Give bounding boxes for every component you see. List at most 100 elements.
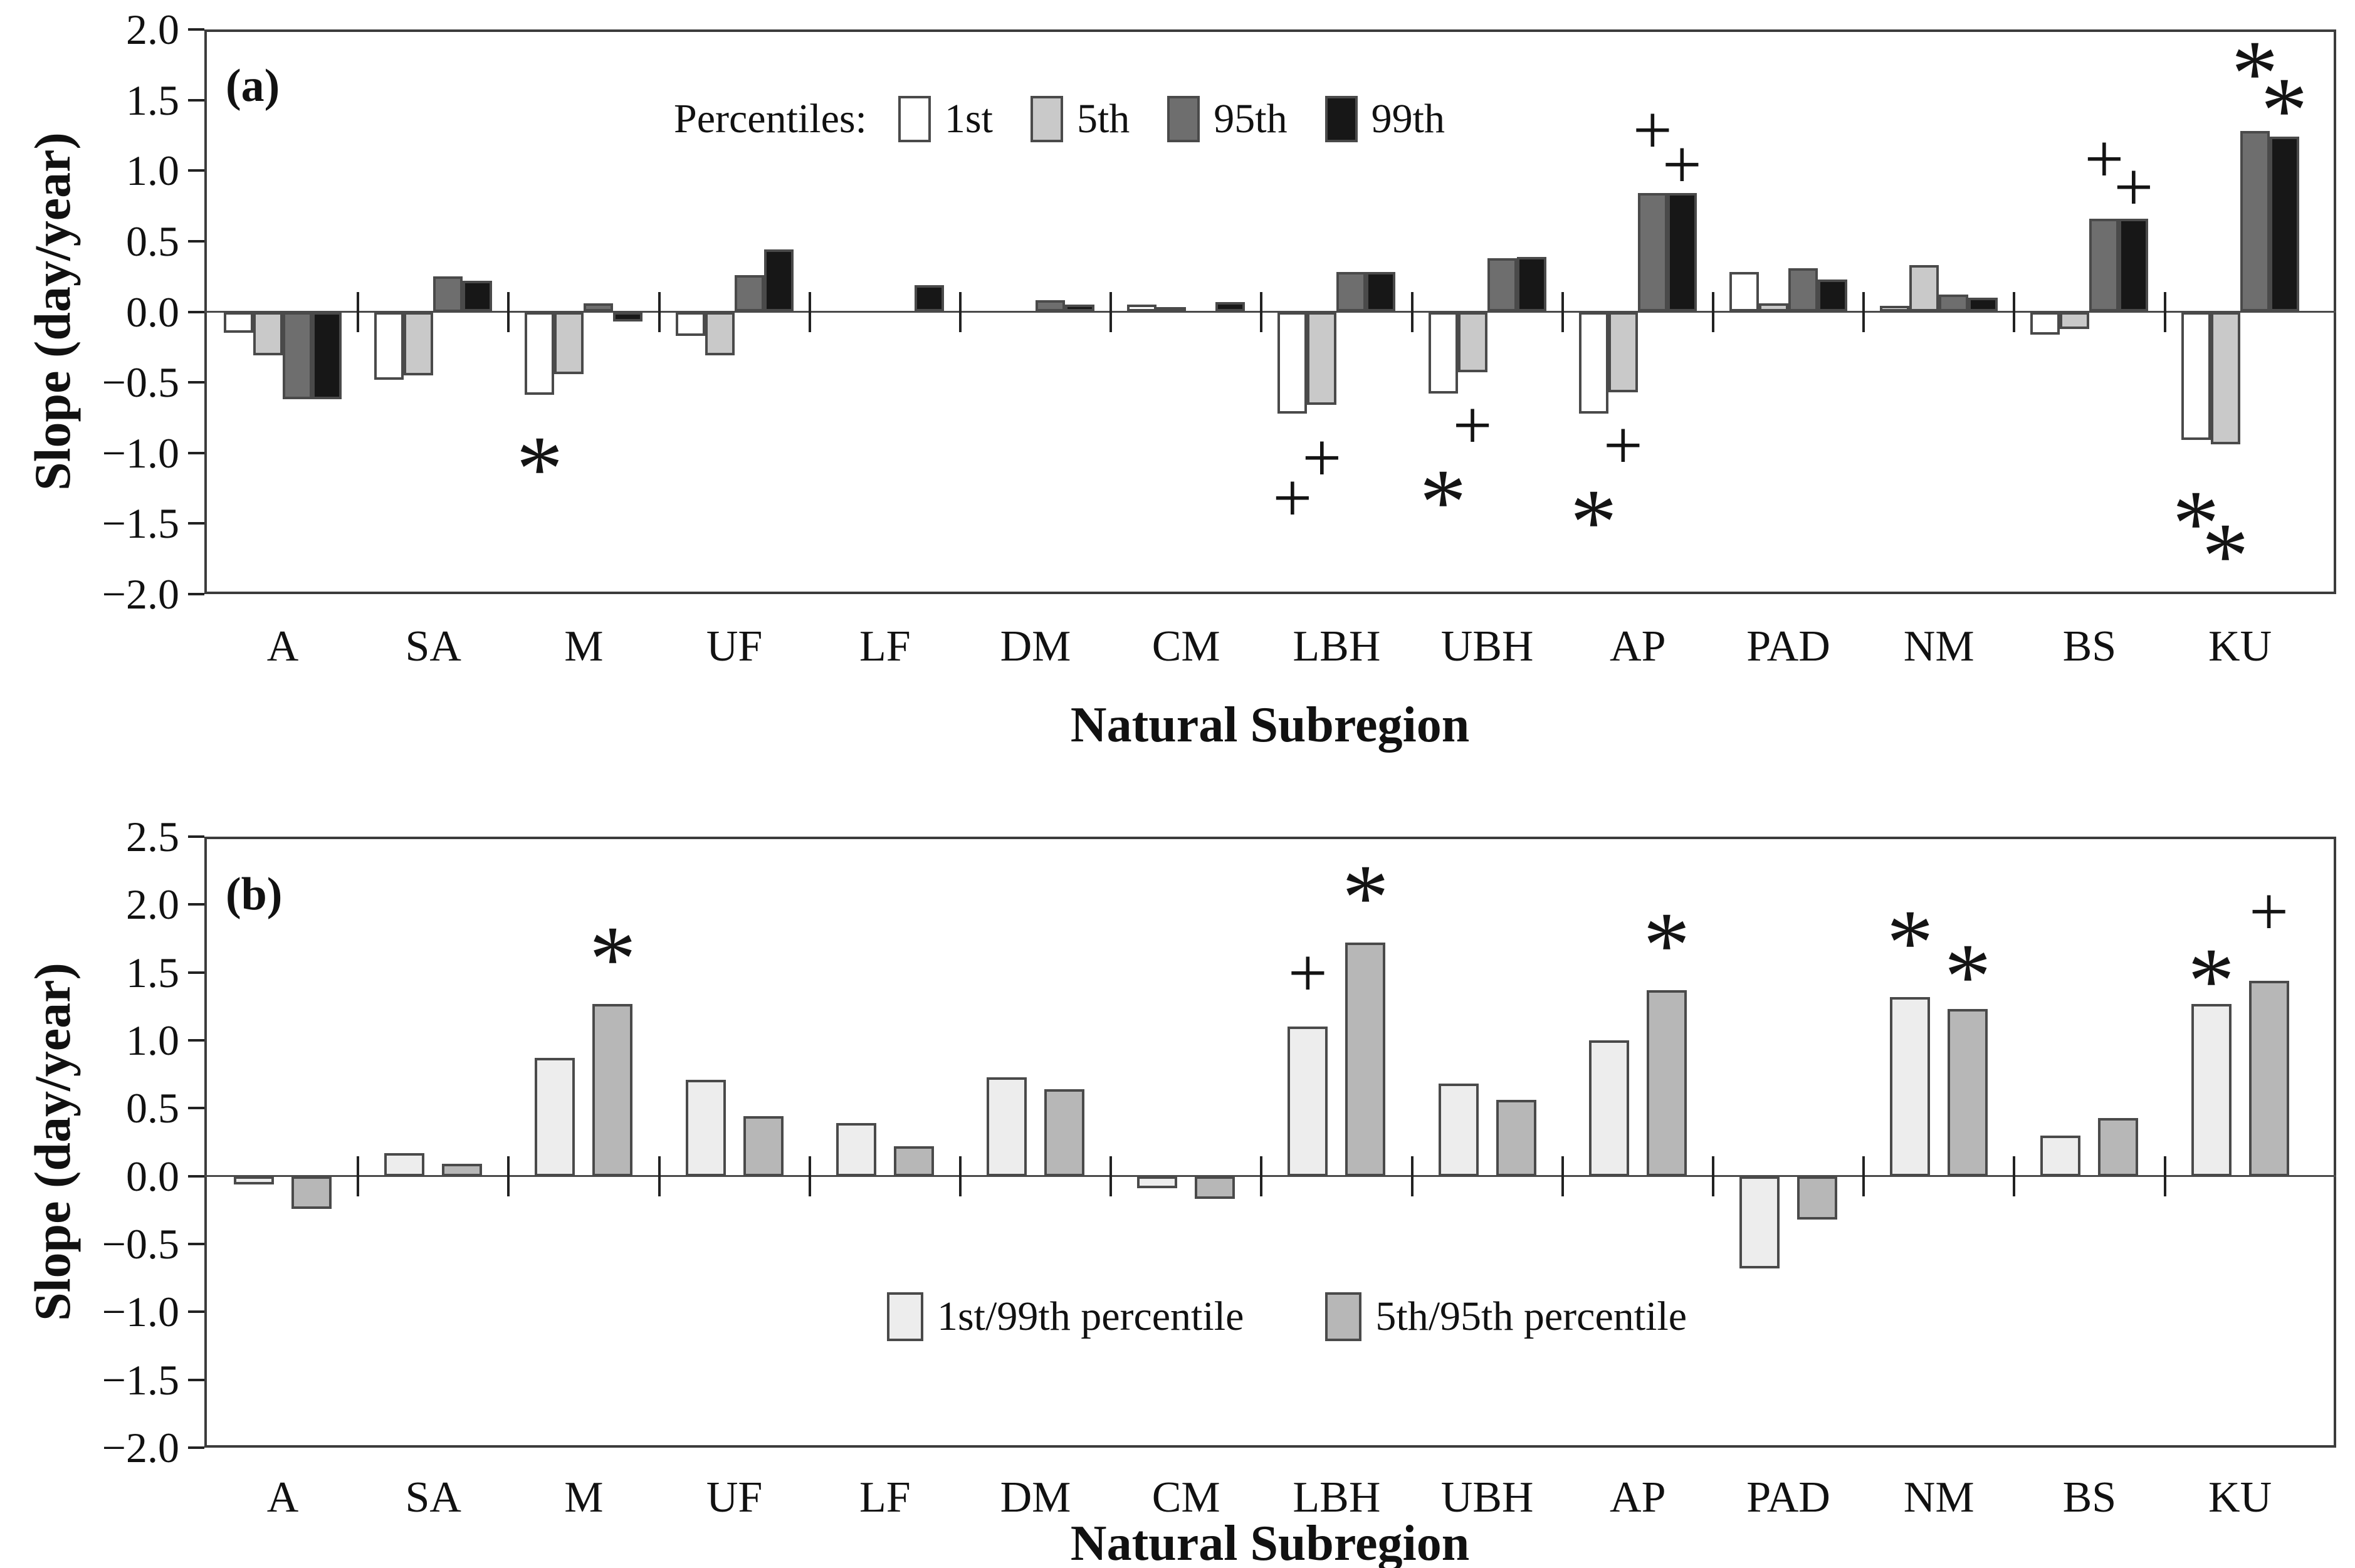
x-category-label: PAD (1746, 1473, 1830, 1522)
y-axis-tick (188, 1378, 204, 1381)
x-axis-category-tick (1109, 1156, 1113, 1196)
bar-95th-uf (734, 274, 764, 312)
bar-5th-95th-percentile-m (592, 1003, 633, 1176)
bar-5th-nm (1909, 265, 1939, 312)
bar-1st-pad (1729, 272, 1759, 312)
x-category-label: UBH (1440, 622, 1534, 671)
y-axis-tick-label: 1.5 (126, 948, 179, 996)
bar-95th-ku (2240, 131, 2270, 312)
significance-marker-asterisk: * (2188, 928, 2235, 1033)
y-axis-tick (188, 1039, 204, 1042)
y-axis-tick-label: −1.0 (102, 1288, 179, 1336)
y-axis-tick (188, 522, 204, 525)
y-axis-tick-label: −1.5 (102, 499, 179, 548)
panel-b-x-axis-title: Natural Subregion (1070, 1516, 1470, 1568)
bar-99th-cm (1215, 301, 1246, 312)
bar-99th-lbh (1366, 272, 1396, 312)
bar-1st-lbh (1277, 311, 1308, 414)
y-axis-tick (188, 310, 204, 313)
bar-1st-ku (2181, 311, 2211, 441)
y-axis-tick (188, 903, 204, 906)
bar-99th-ubh (1516, 256, 1546, 312)
y-axis-tick-label: −0.5 (102, 358, 179, 407)
y-axis-tick (188, 1174, 204, 1178)
x-category-label: KU (2208, 622, 2272, 671)
legend-label-99th: 99th (1371, 96, 1445, 142)
x-category-label: M (564, 1473, 604, 1522)
x-category-label: CM (1151, 1473, 1220, 1522)
bar-1st-99th-percentile-lf (836, 1123, 876, 1176)
x-category-label: A (266, 622, 299, 671)
y-axis-tick-label: −0.5 (102, 1220, 179, 1268)
significance-marker-plus: + (1632, 91, 1672, 170)
bar-99th-ku (2269, 137, 2299, 312)
legend-item-1st: 1st (898, 95, 993, 143)
x-category-label: DM (1000, 622, 1071, 671)
bar-5th-ku (2210, 311, 2240, 445)
y-axis-tick (188, 381, 204, 384)
x-axis-category-tick (507, 291, 510, 332)
bar-1st-99th-percentile-pad (1739, 1176, 1780, 1268)
y-axis-tick (188, 1310, 204, 1314)
x-axis-category-tick (2163, 1156, 2166, 1196)
y-axis-tick-label: 1.0 (126, 1017, 179, 1064)
bar-5th-sa (404, 311, 434, 375)
y-axis-tick-label: 2.0 (126, 881, 179, 929)
bar-5th-95th-percentile-lbh (1345, 943, 1386, 1176)
x-axis-category-tick (357, 291, 360, 332)
x-category-label: DM (1000, 1473, 1071, 1522)
bar-95th-dm (1036, 300, 1065, 312)
legend-swatch-5th-icon (1030, 96, 1063, 142)
x-category-label: LBH (1293, 1473, 1381, 1522)
significance-marker-asterisk: * (1341, 845, 1389, 949)
bar-99th-a (312, 311, 342, 400)
x-axis-category-tick (1862, 291, 1865, 332)
y-axis-tick (188, 835, 204, 838)
significance-marker-plus: + (1603, 406, 1643, 484)
significance-marker-asterisk: * (2260, 58, 2308, 163)
x-axis-category-tick (1711, 291, 1714, 332)
bar-1st-99th-percentile-ku (2191, 1003, 2232, 1176)
legend-item-95th: 95th (1167, 95, 1288, 143)
bar-95th-lbh (1336, 272, 1366, 312)
bar-5th-95th-percentile-pad (1797, 1176, 1837, 1220)
x-category-label: PAD (1746, 622, 1830, 671)
significance-marker-plus: + (1272, 459, 1313, 537)
y-axis-tick-label: −1.5 (102, 1356, 179, 1404)
y-axis-tick-label: 2.0 (126, 6, 179, 53)
y-axis-tick-label: 0.5 (126, 1084, 179, 1132)
legend-swatch-1st-icon (898, 96, 931, 142)
x-axis-category-tick (1561, 291, 1564, 332)
legend-label-5th: 5th (1076, 96, 1130, 142)
bar-99th-m (613, 311, 643, 322)
legend-swatch-5th-95th-icon (1325, 1292, 1362, 1341)
bar-99th-dm (1065, 305, 1094, 312)
bar-1st-sa (374, 311, 404, 380)
y-axis-tick (188, 451, 204, 454)
significance-marker-plus: + (1452, 387, 1492, 465)
bar-5th-lbh (1307, 311, 1337, 405)
x-axis-category-tick (808, 1156, 811, 1196)
bar-95th-sa (433, 276, 463, 312)
y-axis-tick-label: 0.0 (126, 288, 179, 336)
bar-5th-95th-percentile-ku (2248, 980, 2289, 1176)
panel-b-label: (b) (226, 869, 283, 920)
x-axis-category-tick (658, 1156, 661, 1196)
significance-marker-asterisk: * (2172, 471, 2220, 576)
x-axis-zero-line (204, 1175, 2336, 1178)
legend-item-5th-95th: 5th/95th percentile (1325, 1292, 1687, 1341)
significance-marker-asterisk: * (1570, 469, 1617, 574)
bar-1st-cm (1127, 305, 1157, 312)
x-axis-category-tick (958, 291, 962, 332)
bar-5th-cm (1157, 306, 1187, 312)
y-axis-tick (188, 1243, 204, 1245)
panel-a-legend: Percentiles: 1st 5th 95th 99th (674, 95, 1482, 143)
x-category-label: UBH (1440, 1473, 1534, 1522)
bar-5th-a (253, 311, 283, 356)
significance-marker-plus: + (1302, 419, 1342, 498)
x-axis-category-tick (1862, 1156, 1865, 1196)
bar-99th-uf (763, 249, 794, 312)
bar-99th-ap (1667, 193, 1697, 312)
x-category-label: UF (706, 622, 763, 671)
significance-marker-plus: + (2249, 872, 2289, 951)
